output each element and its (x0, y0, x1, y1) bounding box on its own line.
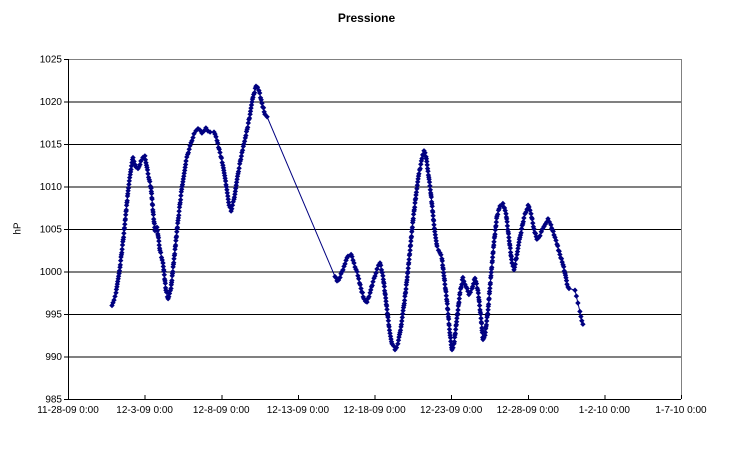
y-tick-label: 995 (45, 310, 62, 321)
y-tick-label: 1010 (40, 182, 63, 193)
x-tick-label: 12-23-09 0:00 (420, 405, 483, 416)
y-tick-label: 1025 (40, 55, 63, 66)
x-tick-label: 12-8-09 0:00 (193, 405, 250, 416)
x-tick-label: 12-3-09 0:00 (116, 405, 173, 416)
x-tick-label: 1-2-10 0:00 (579, 405, 631, 416)
y-tick-label: 985 (45, 395, 62, 406)
y-tick-label: 1000 (40, 267, 63, 278)
chart-title: Pressione (337, 11, 396, 25)
y-tick-label: 1005 (40, 225, 63, 236)
x-tick-label: 12-13-09 0:00 (267, 405, 330, 416)
tick-marks (64, 59, 682, 400)
y-tick-label: 1020 (40, 97, 63, 108)
y-tick-labels: 985 990 995 1000 1005 1010 1015 1020 1025 (40, 55, 63, 406)
x-tick-labels: 11-28-09 0:00 12-3-09 0:00 12-8-09 0:00 12-… (37, 405, 707, 416)
gridlines (68, 59, 681, 358)
axes (68, 59, 682, 400)
y-tick-label: 990 (45, 352, 62, 363)
pressure-series (109, 83, 586, 353)
y-tick-label: 1015 (40, 140, 63, 151)
x-tick-label: 11-28-09 0:00 (37, 405, 99, 416)
x-tick-label: 12-18-09 0:00 (343, 405, 406, 416)
x-tick-label: 12-28-09 0:00 (497, 405, 560, 416)
x-tick-label: 1-7-10 0:00 (655, 405, 707, 416)
